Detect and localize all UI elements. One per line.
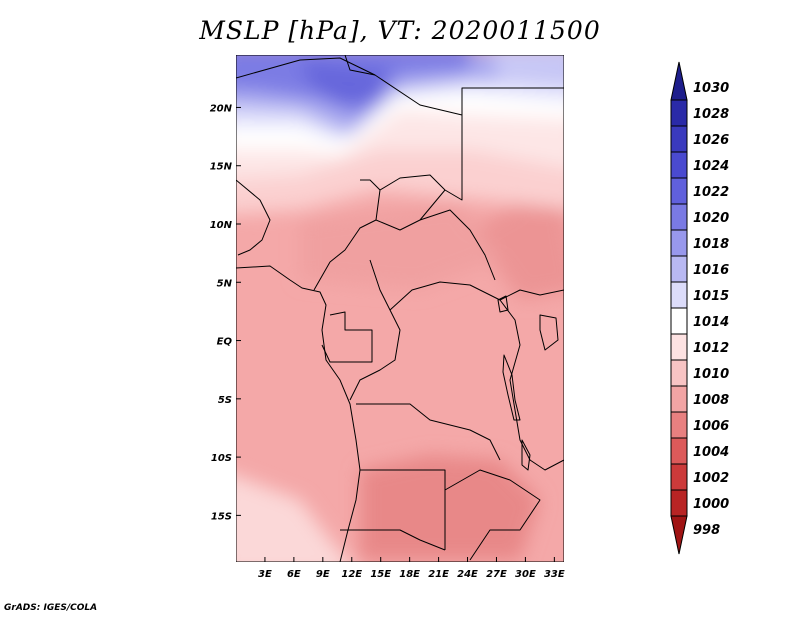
border-line xyxy=(360,469,446,550)
colorbar-label: 1006 xyxy=(693,419,729,434)
border-line xyxy=(356,403,501,461)
pressure-zone-zambia xyxy=(360,455,540,560)
colorbar-segment xyxy=(670,255,688,283)
y-tick-label: 5S xyxy=(218,395,232,406)
lake-outline xyxy=(497,295,509,313)
colorbar-label: 1020 xyxy=(693,211,729,226)
pressure-zone-1015 xyxy=(236,73,564,155)
colorbar-label: 998 xyxy=(693,523,720,538)
colorbar-segment xyxy=(670,281,688,309)
y-tick-label: EQ xyxy=(217,337,233,348)
y-tick-label: 15S xyxy=(211,511,232,522)
x-tick-label: 3E xyxy=(258,569,272,580)
y-tick-label: 20N xyxy=(210,103,233,114)
x-axis-ticks: 3E 6E 9E 12E 15E 18E 21E 24E 27E 30E 33E xyxy=(258,557,565,580)
border-line xyxy=(236,179,271,256)
border-line xyxy=(369,259,564,311)
colorbar-segment xyxy=(670,307,688,335)
colorbar-segment xyxy=(670,463,688,491)
colorbar-segment xyxy=(670,359,688,387)
border-line xyxy=(349,309,401,401)
x-tick-label: 30E xyxy=(515,569,536,580)
colorbar-label: 1016 xyxy=(693,263,729,278)
coastline-west xyxy=(236,265,361,562)
colorbar-label: 1010 xyxy=(693,367,729,382)
colorbar-segment xyxy=(670,385,688,413)
colorbar-label: 1002 xyxy=(693,471,729,486)
x-tick-label: 6E xyxy=(287,569,301,580)
colorbar-bottom-arrow xyxy=(670,515,688,555)
colorbar-segment xyxy=(670,203,688,231)
colorbar-segment xyxy=(670,99,688,127)
colorbar-segment xyxy=(670,125,688,153)
y-tick-label: 10N xyxy=(210,220,233,231)
colorbar-label: 1008 xyxy=(693,393,729,408)
pressure-zone-south-west xyxy=(236,476,349,562)
colorbar-label: 1028 xyxy=(693,107,729,122)
x-tick-label: 15E xyxy=(370,569,391,580)
y-tick-label: 10S xyxy=(211,453,232,464)
colorbar-segment xyxy=(670,411,688,439)
x-tick-label: 24E xyxy=(457,569,478,580)
colorbar-label: 1030 xyxy=(693,81,729,96)
pressure-zone-ne xyxy=(492,55,564,80)
x-tick-label: 12E xyxy=(341,569,362,580)
border-line xyxy=(313,189,381,291)
x-tick-label: 18E xyxy=(399,569,420,580)
colorbar-top-arrow xyxy=(670,61,688,101)
x-tick-label: 27E xyxy=(486,569,507,580)
colorbar-label: 1018 xyxy=(693,237,729,252)
pressure-zone-1016 xyxy=(236,61,564,140)
border-line xyxy=(499,299,564,471)
colorbar-label: 1022 xyxy=(693,185,729,200)
colorbar-label: 1014 xyxy=(693,315,729,330)
colorbar-label: 1026 xyxy=(693,133,729,148)
colorbar-segment xyxy=(670,333,688,361)
border-line xyxy=(321,311,373,363)
colorbar-segment xyxy=(670,437,688,465)
colorbar-label: 1024 xyxy=(693,159,729,174)
border-line xyxy=(539,314,559,351)
y-axis-ticks: 20N 15N 10N 5N EQ 5S 10S 15S xyxy=(210,103,241,522)
border-line xyxy=(419,209,496,281)
colorbar-label: 1015 xyxy=(693,289,729,304)
chart-title: MSLP [hPa], VT: 2020011500 xyxy=(199,16,601,45)
pressure-zone-east-low xyxy=(470,180,564,300)
colorbar-segment xyxy=(670,151,688,179)
border-line xyxy=(375,189,446,231)
x-tick-label: 9E xyxy=(316,569,330,580)
colorbar-label: 1012 xyxy=(693,341,729,356)
x-tick-label: 33E xyxy=(544,569,565,580)
pressure-zone-sudan xyxy=(300,200,500,290)
colorbar-label: 1004 xyxy=(693,445,729,460)
y-tick-label: 5N xyxy=(217,278,233,289)
x-tick-label: 21E xyxy=(428,569,449,580)
colorbar-segment xyxy=(670,229,688,257)
lake-outline xyxy=(502,354,521,421)
colorbar-segment xyxy=(670,177,688,205)
border-line xyxy=(344,55,376,76)
lake-outline xyxy=(521,439,531,471)
border-line xyxy=(340,529,446,551)
country-borders xyxy=(236,55,564,562)
colorbar-label: 1000 xyxy=(693,497,729,512)
grads-credit: GrADS: IGES/COLA xyxy=(4,603,98,613)
colorbar-segment xyxy=(670,489,688,517)
y-tick-label: 15N xyxy=(210,162,233,173)
border-line xyxy=(444,469,541,561)
border-line xyxy=(461,87,564,115)
